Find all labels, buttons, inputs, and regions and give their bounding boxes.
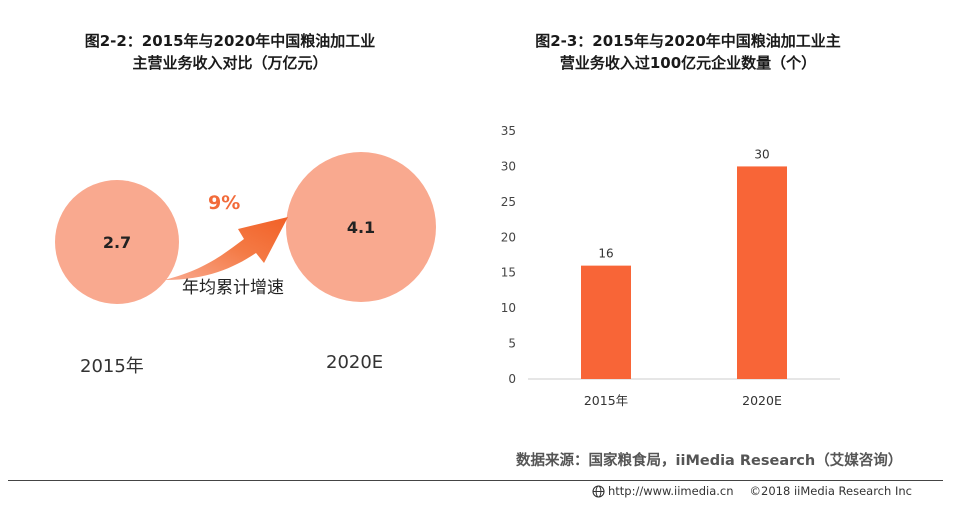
year-label-2020: 2020E [326, 352, 384, 373]
bar-1 [737, 166, 787, 379]
growth-rate: 9% [208, 192, 241, 214]
footer-copyright: ©2018 iiMedia Research Inc [749, 484, 912, 498]
y-tick-label: 5 [508, 337, 516, 351]
footer-url[interactable]: http://www.iimedia.cn [608, 484, 734, 498]
globe-icon [592, 484, 605, 498]
y-tick-label: 35 [501, 124, 516, 138]
y-tick-label: 25 [501, 195, 516, 209]
right-chart-title-line2: 营业务收入过100亿元企业数量（个） [559, 54, 817, 72]
bubble-2015: 2.7 [55, 180, 179, 304]
y-tick-label: 30 [501, 159, 516, 173]
right-chart-title-line1: 图2-3：2015年与2020年中国粮油加工业主 [535, 32, 841, 50]
left-chart-title-line1: 图2-2：2015年与2020年中国粮油加工业 [84, 32, 376, 50]
y-tick-label: 20 [501, 230, 516, 244]
data-label-1: 30 [754, 147, 769, 161]
year-label-2015: 2015年 [80, 356, 144, 377]
left-chart-title-line2: 主营业务收入对比（万亿元） [132, 54, 328, 72]
bubble-2020-value: 4.1 [346, 217, 376, 237]
y-tick-label: 15 [501, 266, 516, 280]
growth-arrow-icon [164, 217, 288, 280]
bar-chart: 0 5 10 15 20 25 30 35 16 2015年 30 2020E [501, 124, 840, 408]
footer: http://www.iimedia.cn ©2018 iiMedia Rese… [592, 484, 912, 498]
bubble-2020: 4.1 [286, 152, 436, 302]
y-tick-label: 10 [501, 301, 516, 315]
y-tick-label: 0 [508, 372, 516, 386]
bubble-2015-value: 2.7 [102, 232, 132, 252]
left-chart-title: 图2-2：2015年与2020年中国粮油加工业 主营业务收入对比（万亿元） [40, 30, 420, 74]
x-tick-label-1: 2020E [742, 393, 782, 408]
x-tick-label-0: 2015年 [584, 393, 628, 408]
footer-divider [8, 480, 943, 481]
data-label-0: 16 [598, 247, 613, 261]
right-chart-title: 图2-3：2015年与2020年中国粮油加工业主 营业务收入过100亿元企业数量… [488, 30, 888, 74]
data-source: 数据来源：国家粮食局，iiMedia Research（艾媒咨询） [516, 453, 903, 469]
growth-label: 年均累计增速 [182, 278, 284, 298]
bar-0 [581, 265, 631, 379]
